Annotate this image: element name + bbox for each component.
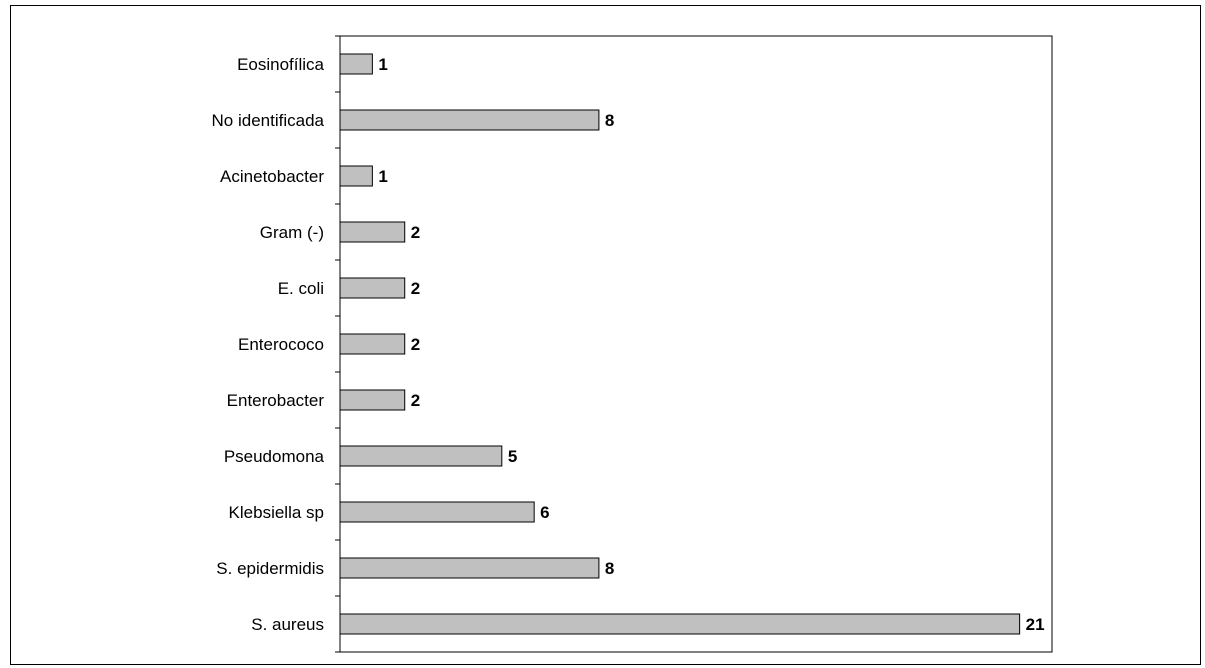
bar-gram	[339, 221, 406, 243]
value-label-klebsiella-sp: 6	[540, 503, 549, 522]
category-label-e-coli: E. coli	[278, 279, 324, 298]
bar-pseudomona	[339, 445, 503, 467]
value-label-pseudomona: 5	[508, 447, 517, 466]
value-label-e-coli: 2	[411, 279, 420, 298]
category-label-s-epidermidis: S. epidermidis	[216, 559, 324, 578]
bar-e-coli	[339, 277, 406, 299]
category-label-enterococo: Enterococo	[238, 335, 324, 354]
category-label-s-aureus: S. aureus	[251, 615, 324, 634]
bar-klebsiella-sp	[339, 501, 535, 523]
category-label-no-identificada: No identificada	[212, 111, 325, 130]
value-label-no-identificada: 8	[605, 111, 614, 130]
value-label-enterobacter: 2	[411, 391, 420, 410]
bar-eosinofilica	[339, 53, 373, 75]
category-label-pseudomona: Pseudomona	[224, 447, 325, 466]
bar-s-epidermidis	[339, 557, 600, 579]
value-label-acinetobacter: 1	[378, 167, 387, 186]
category-label-klebsiella-sp: Klebsiella sp	[229, 503, 324, 522]
chart-frame	[10, 5, 1201, 665]
value-label-eosinofilica: 1	[378, 55, 387, 74]
bar-enterococo	[339, 333, 406, 355]
bar-no-identificada	[339, 109, 600, 131]
value-label-s-epidermidis: 8	[605, 559, 614, 578]
category-label-eosinofilica: Eosinofílica	[237, 55, 324, 74]
value-label-s-aureus: 21	[1026, 615, 1045, 634]
bar-acinetobacter	[339, 165, 373, 187]
category-label-acinetobacter: Acinetobacter	[220, 167, 324, 186]
value-label-gram: 2	[411, 223, 420, 242]
category-label-enterobacter: Enterobacter	[227, 391, 325, 410]
bar-s-aureus	[339, 613, 1021, 635]
category-label-gram: Gram (-)	[260, 223, 324, 242]
bar-enterobacter	[339, 389, 406, 411]
value-label-enterococo: 2	[411, 335, 420, 354]
